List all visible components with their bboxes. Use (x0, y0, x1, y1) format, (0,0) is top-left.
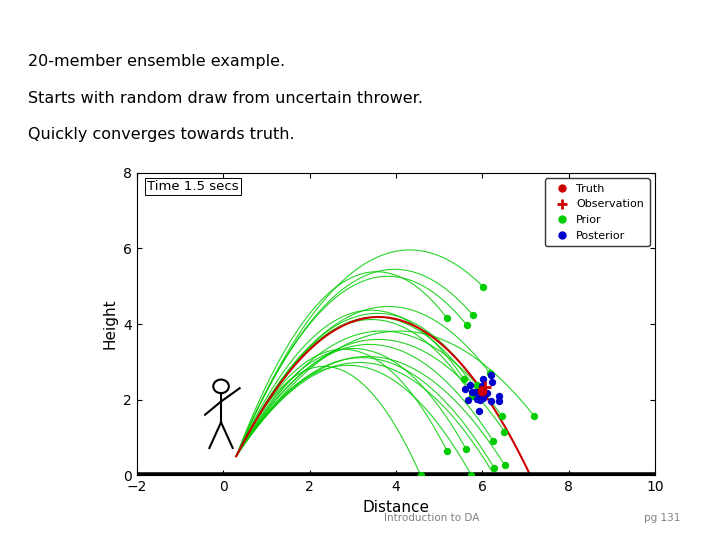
Point (462, 395, 474, 404)
Point (472, 381, 483, 389)
Point (473, 393, 485, 401)
Text: Introduction to DA: Introduction to DA (384, 514, 480, 523)
Text: Time 1.5 secs: Time 1.5 secs (147, 180, 239, 193)
Point (488, 463, 500, 472)
Point (459, 375, 470, 384)
Point (462, 321, 473, 329)
Text: Methods: Ensemble Kalman Filter: Methods: Ensemble Kalman Filter (135, 14, 585, 38)
Point (441, 314, 453, 323)
Point (494, 396, 505, 405)
Point (477, 394, 489, 402)
Point (472, 394, 483, 403)
Point (499, 461, 510, 469)
Y-axis label: Height: Height (102, 299, 117, 349)
Point (481, 388, 492, 397)
Point (460, 445, 472, 454)
Legend: Truth, Observation, Prior, Posterior: Truth, Observation, Prior, Posterior (545, 178, 649, 246)
Point (476, 382, 487, 390)
Point (472, 387, 483, 395)
Point (467, 392, 478, 400)
Point (464, 381, 476, 389)
Point (466, 471, 477, 480)
Point (476, 393, 487, 402)
Point (496, 412, 508, 421)
Point (486, 377, 498, 386)
Text: pg 131: pg 131 (644, 514, 680, 523)
Point (415, 471, 426, 480)
Point (485, 370, 497, 379)
Point (467, 310, 478, 319)
Point (485, 369, 496, 377)
Point (477, 282, 489, 291)
Point (499, 427, 510, 436)
Text: Starts with random draw from uncertain thrower.: Starts with random draw from uncertain t… (28, 91, 423, 106)
Point (441, 447, 453, 455)
X-axis label: Distance: Distance (362, 500, 430, 515)
Point (485, 397, 497, 406)
Point (466, 388, 477, 396)
Point (459, 385, 470, 394)
Point (528, 412, 540, 421)
Point (477, 374, 489, 383)
Point (493, 392, 505, 401)
Point (471, 388, 482, 397)
Point (487, 437, 499, 445)
Text: Quickly converges towards truth.: Quickly converges towards truth. (28, 127, 295, 143)
Text: 20-member ensemble example.: 20-member ensemble example. (28, 54, 286, 69)
Point (472, 389, 484, 397)
Point (473, 407, 485, 416)
Point (474, 395, 485, 404)
